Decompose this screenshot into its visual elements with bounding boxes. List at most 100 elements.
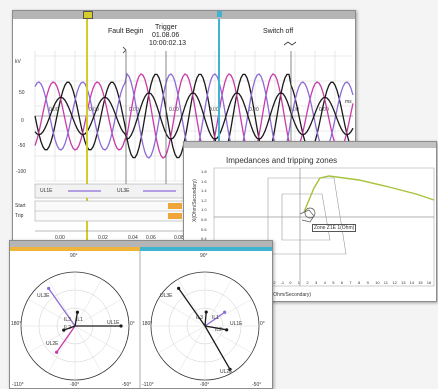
vector-ul1e-r [204,325,227,331]
impedance-x-tick: 4 [323,280,326,285]
trajectory-marker-circle [304,207,316,219]
impedance-y-tick: 0.8 [201,217,207,222]
impedance-x-tick: 15 [418,280,423,285]
impedance-x-tick: 14 [409,280,415,285]
x-tick: 0.00 [49,107,59,113]
impedance-x-tick: 5 [332,280,335,285]
impedance-x-tick: 2 [306,280,309,285]
phasor-right-top: 90° [200,253,208,259]
vector-ul2e-r [204,325,231,370]
zone-polygon-outer [267,177,347,255]
bottom-tick: 0.04 [128,235,138,241]
phasor-header-bar [10,241,272,247]
impedance-y-tick: 0.4 [201,236,207,242]
x-tick: 0.00 [89,107,99,113]
phasor-right-diagram [150,271,260,381]
impedance-x-tick: 7 [349,280,352,285]
yellow-range-strip [10,247,140,251]
impedance-x-tick: 16 [426,280,432,285]
impedance-x-tick: 8 [358,280,361,285]
phasor-window[interactable]: 90° 0° 180° -110° -90° -50° UL3E IL3 IL1… [9,240,273,389]
phasor-right-il1: IL1 [212,315,219,321]
vector-ul3e-r [178,287,206,327]
bottom-tick: 0.00 [55,235,65,241]
vector-il2 [63,325,76,331]
phasor-left-bc: -90° [70,382,80,388]
phasor-right-il3: IL3 [196,315,203,321]
impedance-x-tick: 3 [315,280,318,285]
impedance-window[interactable]: Impedances and tripping zones X(Ohm/Seco… [183,141,437,302]
x-tick: 0.00 [319,107,329,113]
vector-ul2e-head [55,350,59,354]
phasor-left-il3: IL3 [64,317,71,323]
impedance-x-tick: 11 [383,280,388,285]
impedance-y-tick: 1.6 [201,178,207,184]
bottom-tick: 0.08 [174,235,184,241]
vector-il1-r [204,311,226,327]
impedance-x-tick: 0 [289,280,292,285]
y-tick: -100 [16,169,27,175]
y-tick: -50 [18,143,26,149]
phasor-left-diagram [20,271,130,381]
vector-il1-head [75,310,80,314]
impedance-x-tick: 9 [366,280,369,285]
impedance-y-label: X(Ohm/Secondary) [192,179,198,222]
vector-ul3e-r-head [177,286,181,290]
x-unit-label: ms [345,99,352,105]
digital-label-start: Start [15,203,26,209]
zone-polygon-inner [281,193,331,241]
vector-ul3e-head [47,286,51,290]
impedance-x-tick: 10 [375,280,380,285]
impedance-x-tick: 13 [401,280,406,285]
impedance-y-tick: 1.2 [201,197,207,203]
trigger-time: 10:00:02.13 [149,40,186,47]
fault-begin-label: Fault Begin [108,28,144,35]
impedance-y-tick: 0.6 [201,226,207,232]
impedance-x-tick: -2 [272,280,276,285]
yellow-cursor-handle[interactable] [83,11,93,19]
phasor-left-br: -50° [122,382,132,388]
vector-il1-r-head [223,310,227,314]
vector-il3-r-head [204,310,208,314]
phasor-plots[interactable] [10,241,272,388]
impedance-x-tick: -1 [280,280,285,285]
bottom-tick: 0.06 [146,235,156,241]
x-tick: 0.00 [209,107,219,113]
impedance-title: Impedances and tripping zones [226,156,338,165]
switch-off-label: Switch off [263,28,294,35]
vector-ul1e-r-head [225,328,229,332]
x-tick: 0.00 [169,107,179,113]
phasor-left-top: 90° [70,253,78,259]
impedance-y-tick: 1.0 [201,207,207,213]
phasor-right-ul1e: UL1E [230,321,243,327]
phasor-left-ul3e: UL3E [37,293,50,299]
y-tick: 0 [21,118,24,124]
trigger-label: Trigger [155,24,177,31]
legend-ul3e: UL3E [117,188,130,194]
trigger-date: 01.08.06 [152,32,180,39]
impedance-y-tick: 1.8 [201,169,207,174]
phasor-left-ul2e: UL2E [46,341,59,347]
phasor-right-left: 180° [142,321,153,327]
phasor-right-ul2e: UL2E [220,369,233,375]
impedance-header-bar [184,142,436,148]
phasor-left-right: 0° [130,321,135,327]
phasor-right-ul3e: UL3E [160,293,173,299]
bottom-tick: 0.02 [98,235,108,241]
vector-il3-r [204,311,207,327]
phasor-right-il2: IL2 [215,327,222,333]
digital-label-trip: Trip [15,213,24,219]
impedance-y-tick: 1.4 [201,188,207,194]
phasor-right-right: 0° [260,321,265,327]
cyan-cursor-handle[interactable] [217,11,222,17]
x-tick: 0.00 [129,107,139,113]
vector-il2-head [62,328,66,332]
impedance-x-label: R(Ohm/Secondary) [268,292,312,298]
impedance-x-tick: 6 [340,280,344,285]
oscillo-header-bar [13,11,355,19]
start-signal [168,203,182,209]
vector-ul2e-r-head [228,367,232,371]
trip-signal [168,213,182,219]
vector-ul3e [48,287,76,327]
x-tick: 0.00 [289,107,299,113]
